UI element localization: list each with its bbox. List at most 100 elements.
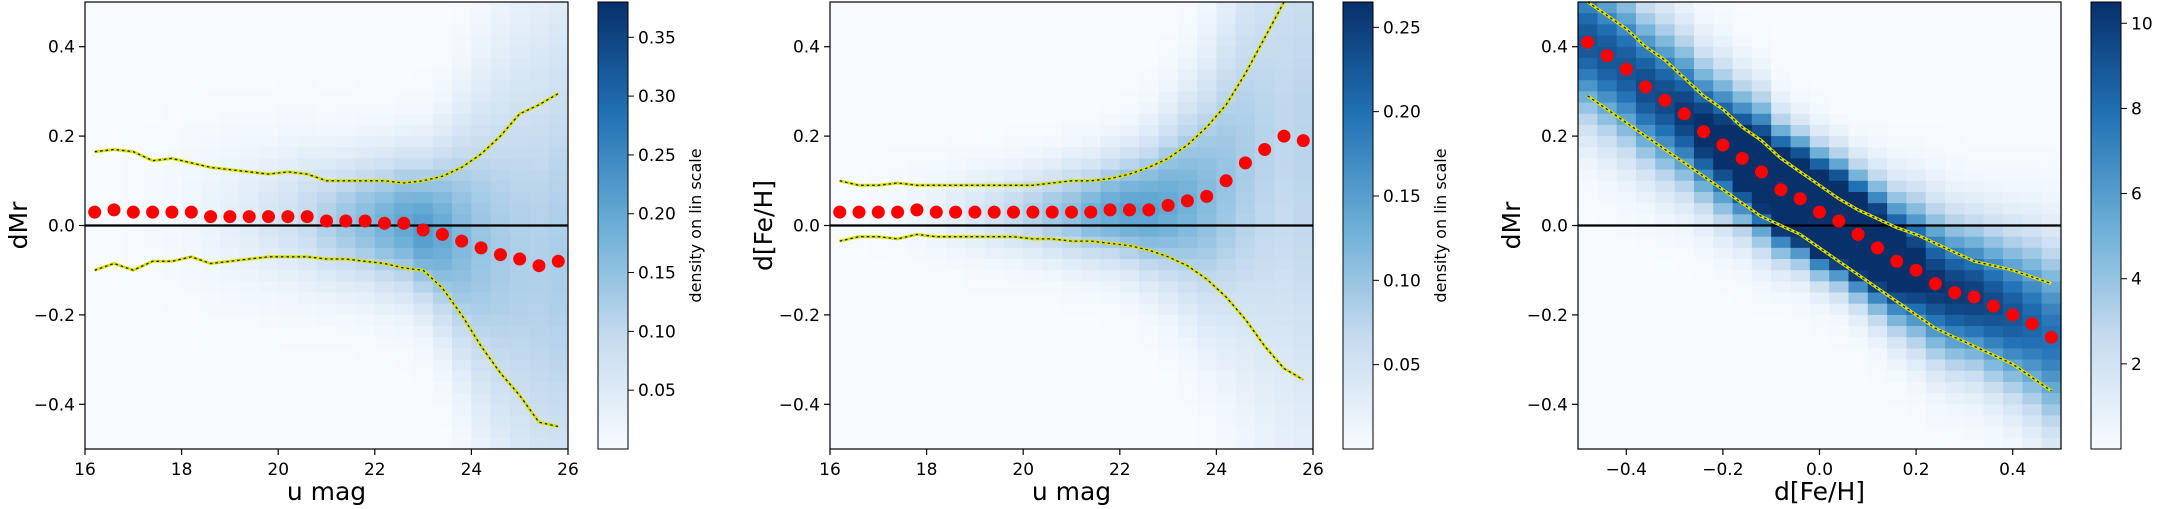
heatmap-cell (316, 136, 337, 148)
heatmap-cell (868, 303, 889, 316)
heatmap-cell (1713, 191, 1734, 204)
heatmap-cell (471, 348, 492, 361)
heatmap-cell (1674, 24, 1695, 37)
heatmap-cell (1635, 437, 1656, 450)
heatmap-cell (316, 180, 337, 193)
heatmap-cell (1809, 13, 1830, 25)
heatmap-cell (1042, 91, 1063, 104)
heatmap-cell (85, 415, 105, 428)
heatmap-cell (2022, 247, 2043, 260)
heatmap-cell (1655, 359, 1676, 372)
heatmap-cell (1809, 404, 1830, 417)
heatmap-cell (1216, 247, 1237, 260)
heatmap-cell (1293, 169, 1314, 182)
heatmap-cell (1867, 2, 1888, 14)
heatmap-cell (1867, 35, 1888, 48)
heatmap-cell (2003, 158, 2023, 171)
heatmap-cell (374, 404, 395, 417)
heatmap-cell (413, 348, 434, 361)
heatmap-cell (945, 292, 966, 305)
heatmap-cell (123, 91, 144, 104)
heatmap-cell (162, 180, 183, 193)
heatmap-cell (336, 2, 357, 14)
heatmap-cell (830, 158, 850, 171)
heatmap-cell (432, 393, 453, 405)
heatmap-cell (1293, 415, 1314, 428)
heatmap-cell (907, 191, 928, 204)
heatmap-cell (162, 80, 183, 93)
heatmap-cell (1081, 337, 1102, 350)
heatmap-cell (1655, 136, 1676, 148)
heatmap-cell (297, 270, 318, 282)
heatmap-cell (1293, 437, 1314, 450)
heatmap-cell (548, 370, 569, 383)
heatmap-cell (432, 80, 453, 93)
heatmap-cell (1177, 158, 1198, 171)
heatmap-cell (1216, 35, 1237, 48)
heatmap-cell (965, 147, 986, 160)
heatmap-cell (1100, 303, 1121, 316)
heatmap-cell (278, 236, 299, 249)
heatmap-cell (355, 303, 376, 316)
heatmap-cell (1042, 69, 1063, 81)
y-axis-label: d[Fe/H] (749, 180, 778, 271)
heatmap-cell (1945, 57, 1965, 70)
heatmap-cell (529, 158, 550, 171)
heatmap-cell (887, 281, 908, 294)
heatmap-cell (297, 191, 318, 204)
heatmap-cell (1061, 437, 1082, 450)
heatmap-cell (1693, 326, 1714, 338)
heatmap-cell (104, 381, 125, 394)
heatmap-cell (849, 46, 870, 59)
heatmap-cell (104, 169, 125, 182)
heatmap-cell (1274, 359, 1295, 372)
heatmap-cell (849, 426, 870, 439)
heatmap-cell (200, 247, 221, 260)
heatmap-cell (258, 147, 279, 160)
heatmap-cell (1867, 102, 1888, 115)
heatmap-cell (1751, 393, 1772, 405)
heatmap-cell (220, 147, 241, 160)
heatmap-cell (2022, 359, 2043, 372)
heatmap-cell (1713, 13, 1734, 25)
heatmap-cell (85, 314, 105, 327)
heatmap-cell (2003, 214, 2023, 227)
heatmap-cell (413, 124, 434, 137)
heatmap-cell (1790, 225, 1811, 238)
heatmap-cell (1732, 326, 1753, 338)
heatmap-cell (394, 124, 415, 137)
heatmap-cell (355, 158, 376, 171)
heatmap-cell (85, 225, 105, 238)
heatmap-cell (1713, 158, 1734, 171)
heatmap-cell (355, 136, 376, 148)
heatmap-cell (1061, 270, 1082, 282)
heatmap-cell (887, 147, 908, 160)
heatmap-cell (1597, 247, 1618, 260)
heatmap-cell (1887, 214, 1908, 227)
heatmap-cell (1177, 270, 1198, 282)
heatmap-cell (907, 292, 928, 305)
heatmap-cell (945, 259, 966, 271)
heatmap-cell (1255, 136, 1275, 148)
heatmap-cell (1274, 281, 1295, 294)
heatmap-cell (104, 314, 125, 327)
heatmap-cell (1197, 80, 1217, 93)
heatmap-cell (394, 348, 415, 361)
heatmap-cell (1177, 393, 1198, 405)
heatmap-cell (1216, 24, 1237, 37)
heatmap-cell (374, 437, 395, 450)
heatmap-cell (868, 169, 889, 182)
heatmap-cell (355, 91, 376, 104)
heatmap-cell (1925, 247, 1946, 260)
heatmap-cell (1042, 236, 1063, 249)
heatmap-cell (529, 393, 550, 405)
heatmap-cell (849, 35, 870, 48)
heatmap-cell (1003, 147, 1024, 160)
heatmap-cell (452, 393, 472, 405)
median-point (262, 210, 275, 224)
heatmap-cell (1848, 13, 1869, 25)
heatmap-cell (945, 426, 966, 439)
heatmap-cell (1177, 24, 1198, 37)
colorbar-tick-label: 0.15 (638, 264, 676, 284)
heatmap-cell (336, 35, 357, 48)
